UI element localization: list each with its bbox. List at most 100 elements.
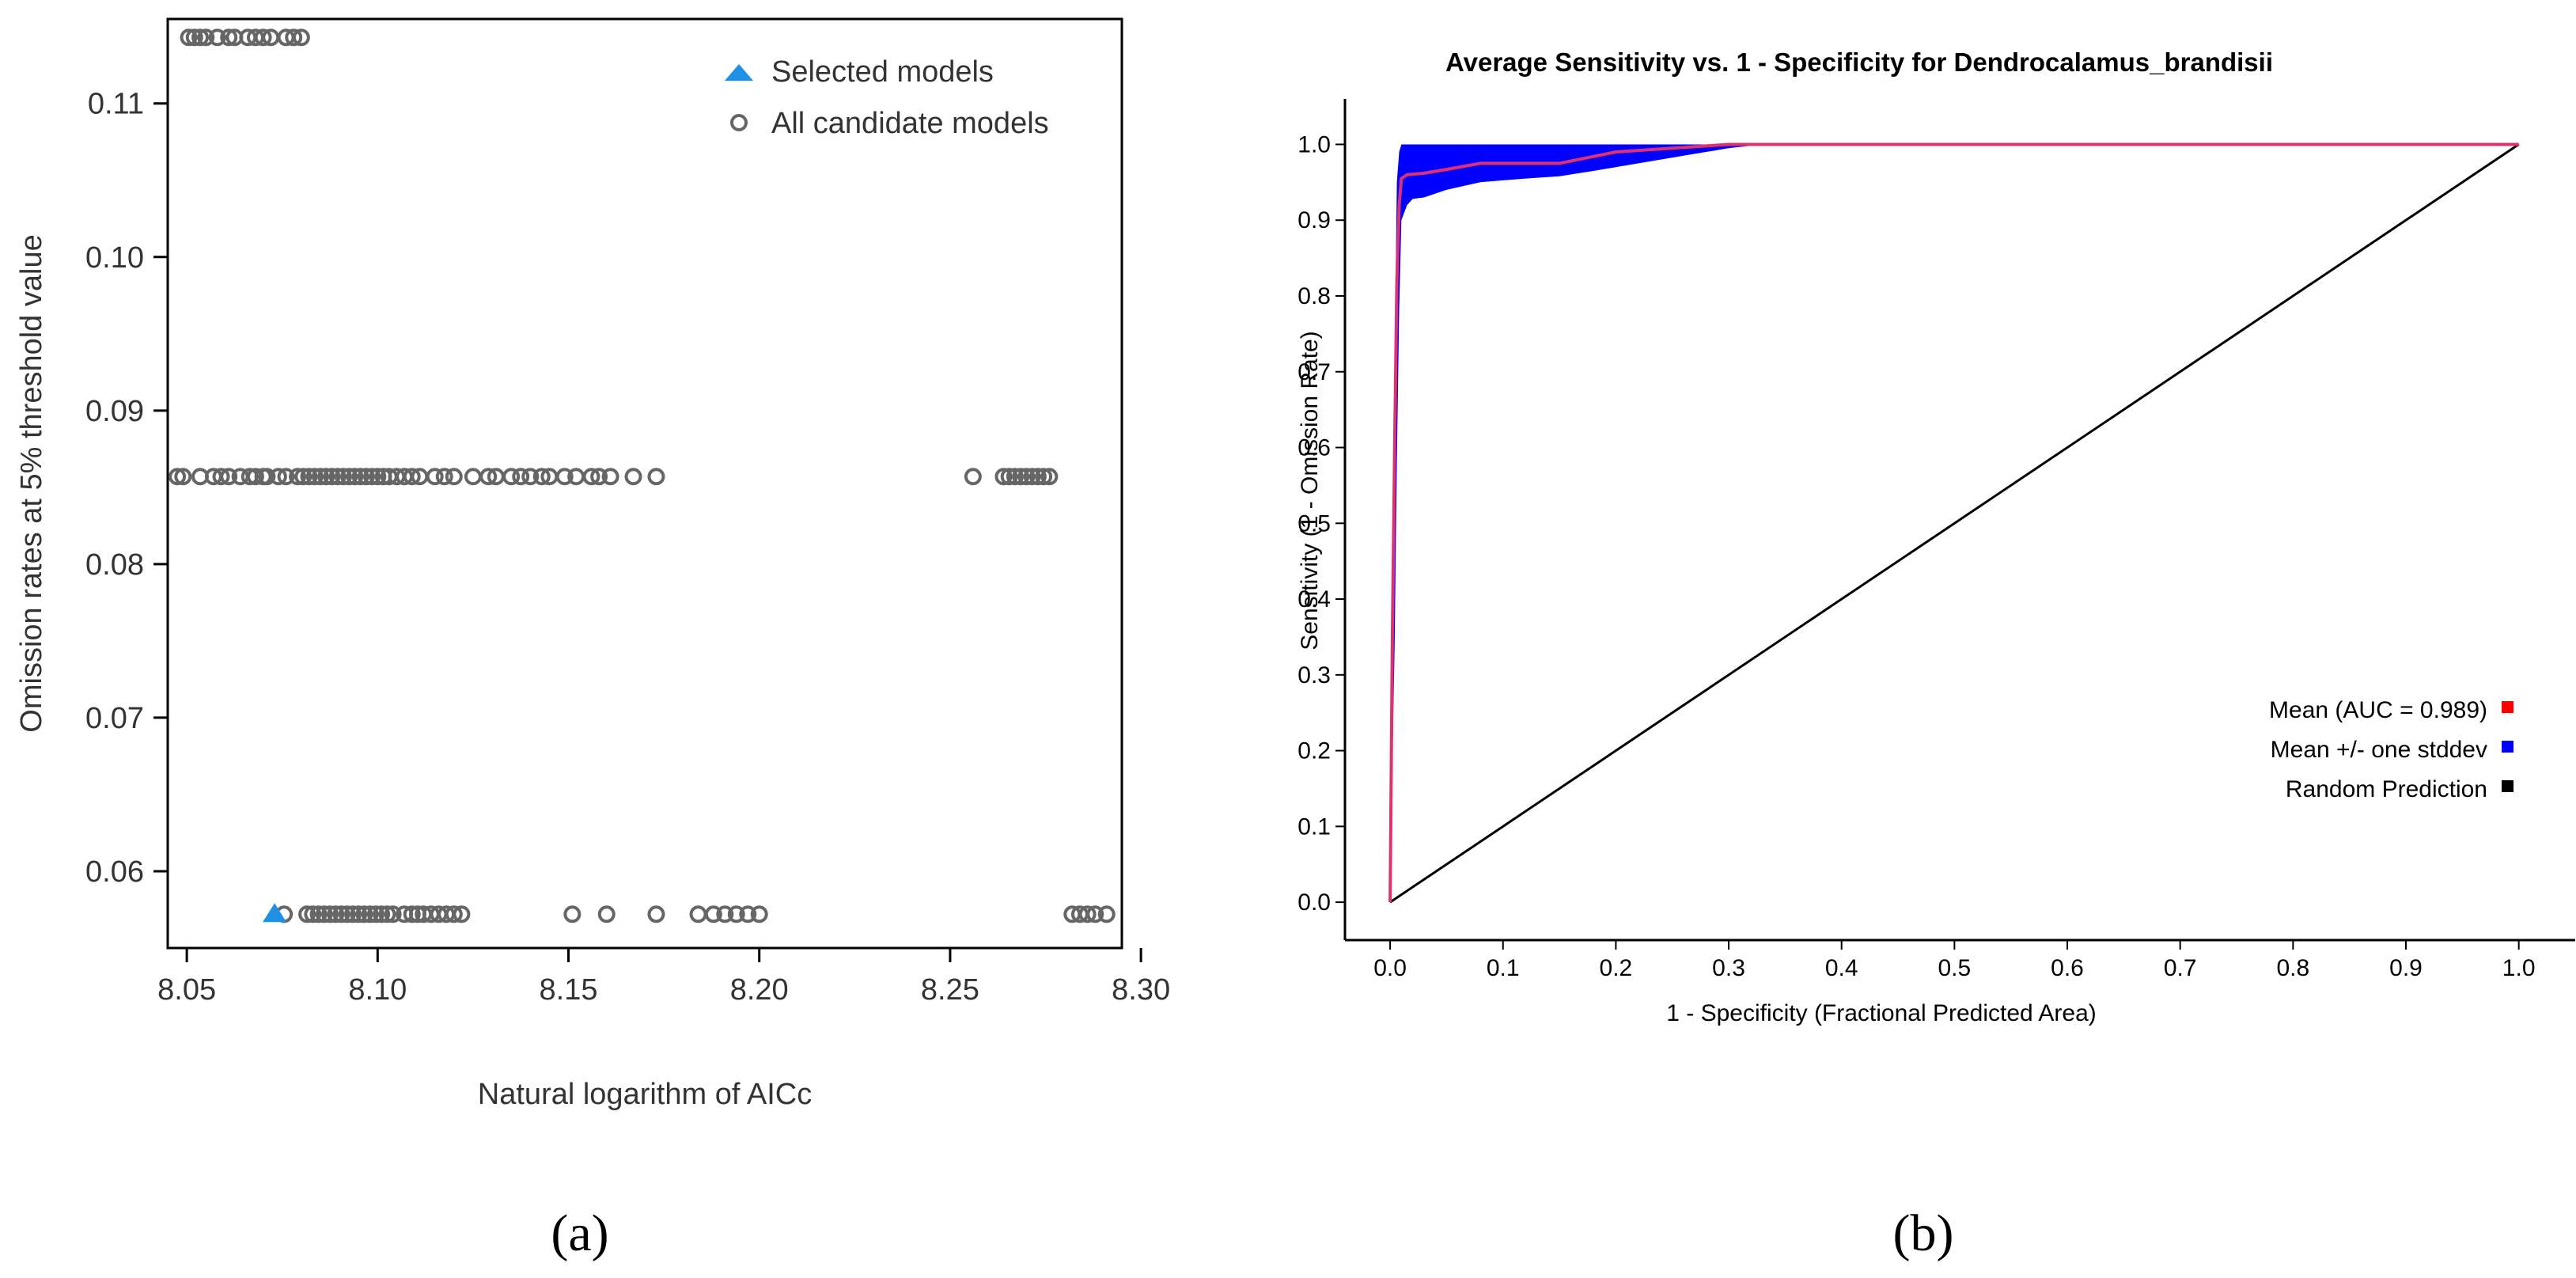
plot-b-title: Average Sensitivity vs. 1 - Specificity … xyxy=(1445,47,2273,77)
mean-roc-line xyxy=(1388,142,2519,903)
candidate-model-point xyxy=(378,905,396,923)
panel-a-scatter-chart: 8.05 8.10 8.15 8.20 8.25 8.30 0.060.070.080.0… xyxy=(15,17,1170,1262)
candidate-model-point xyxy=(1006,468,1024,486)
x-tick-label: 0.4 xyxy=(1825,955,1858,981)
y-tick-label: 0.3 xyxy=(1297,662,1331,688)
x-tick-label: 8.30 xyxy=(1112,973,1170,1007)
candidate-model-point xyxy=(309,905,328,923)
candidate-model-point xyxy=(384,905,402,923)
candidate-model-point xyxy=(292,28,310,47)
y-tick-label: 1.0 xyxy=(1297,131,1331,157)
y-tick-label: 0.9 xyxy=(1297,207,1331,233)
candidate-model-point xyxy=(366,905,385,923)
candidate-model-point xyxy=(258,468,276,486)
x-tick-label: 0.6 xyxy=(2051,955,2084,981)
candidate-model-point xyxy=(464,468,482,486)
candidate-model-point xyxy=(435,468,453,486)
candidate-model-point xyxy=(355,905,373,923)
x-tick-label: 8.25 xyxy=(921,973,979,1007)
y-tick-label: 0.08 xyxy=(85,548,144,582)
candidate-model-point xyxy=(1035,468,1053,486)
plot-a-y-axis: 0.06 0.07 0.08 0.09 0.10 0.11 xyxy=(85,88,168,889)
candidate-model-point xyxy=(323,468,341,486)
legend-candidate-label: All candidate models xyxy=(771,107,1049,140)
candidate-model-point xyxy=(191,28,210,47)
legend-stddev-label: Mean +/- one stddev xyxy=(2271,737,2487,763)
candidate-model-point xyxy=(590,468,608,486)
candidate-model-point xyxy=(624,468,642,486)
candidate-model-point xyxy=(1029,468,1047,486)
legend-candidate-marker xyxy=(730,114,748,131)
plot-b-y-axis: 0.0 0.1 0.2 0.3 0.4 0.5 0.6 0.7 0.8 0.9 1.0 xyxy=(1297,131,1345,916)
candidate-model-point xyxy=(285,28,303,47)
y-tick-label: 0.06 xyxy=(85,855,144,889)
candidate-model-point xyxy=(403,905,421,923)
plot-b-lines xyxy=(1388,142,2520,904)
candidate-model-point xyxy=(964,468,982,486)
candidate-model-point xyxy=(1000,468,1018,486)
y-tick-label: 0.11 xyxy=(88,88,144,121)
candidate-model-point xyxy=(246,468,264,486)
candidate-model-point xyxy=(169,468,187,486)
x-tick-label: 0.5 xyxy=(1938,955,1972,981)
plot-a-points xyxy=(169,28,1116,923)
candidate-model-point xyxy=(350,905,368,923)
candidate-model-point xyxy=(445,468,463,486)
candidate-model-point xyxy=(1078,905,1097,923)
y-tick-label: 0.07 xyxy=(85,702,144,735)
candidate-model-point xyxy=(220,28,238,47)
x-tick-label: 8.20 xyxy=(730,973,789,1007)
candidate-model-point xyxy=(716,905,734,923)
x-tick-label: 0.9 xyxy=(2389,955,2423,981)
candidate-model-point xyxy=(521,468,540,486)
y-tick-label: 0.2 xyxy=(1297,738,1331,764)
candidate-model-point xyxy=(601,468,619,486)
candidate-model-point xyxy=(174,468,192,486)
selected-model-point xyxy=(263,903,287,923)
x-tick-label: 8.15 xyxy=(540,973,598,1007)
candidate-model-point xyxy=(361,905,379,923)
candidate-model-point xyxy=(338,905,356,923)
legend-selected-label: Selected models xyxy=(771,55,994,89)
candidate-model-point xyxy=(750,905,768,923)
candidate-model-point xyxy=(197,28,215,47)
candidate-model-point xyxy=(298,905,316,923)
candidate-model-point xyxy=(647,468,665,486)
y-tick-label: 0.09 xyxy=(85,395,144,428)
plot-a-x-label: Natural logarithm of AICc xyxy=(478,1078,812,1111)
candidate-model-point xyxy=(373,905,391,923)
candidate-model-point xyxy=(269,468,287,486)
plot-b-x-axis: 0.0 0.1 0.2 0.3 0.4 0.5 0.6 0.7 0.8 0.9 1.0 xyxy=(1373,940,2536,981)
candidate-model-point xyxy=(1012,468,1030,486)
candidate-model-point xyxy=(357,468,375,486)
panel-label-b: (b) xyxy=(1893,1204,1954,1262)
x-tick-label: 0.0 xyxy=(1373,955,1407,981)
x-tick-label: 1.0 xyxy=(2502,955,2536,981)
plot-b-x-label: 1 - Specificity (Fractional Predicted Ar… xyxy=(1666,1000,2097,1026)
x-tick-label: 0.8 xyxy=(2276,955,2309,981)
candidate-model-point xyxy=(294,468,313,486)
candidate-model-point xyxy=(208,28,226,47)
candidate-model-point xyxy=(532,468,551,486)
candidate-model-point xyxy=(328,468,347,486)
y-tick-label: 0.10 xyxy=(85,241,144,275)
candidate-model-point xyxy=(289,468,307,486)
legend-selected-marker xyxy=(725,64,753,81)
candidate-model-point xyxy=(254,28,272,47)
candidate-model-point xyxy=(300,468,318,486)
candidate-model-point xyxy=(739,905,757,923)
candidate-model-point xyxy=(689,905,707,923)
candidate-model-point xyxy=(445,905,463,923)
x-tick-label: 8.10 xyxy=(348,973,407,1007)
candidate-model-point xyxy=(327,905,345,923)
candidate-model-point xyxy=(332,905,350,923)
x-tick-label: 0.2 xyxy=(1600,955,1633,981)
panel-b-roc-chart: Average Sensitivity vs. 1 - Specificity … xyxy=(1297,47,2575,1262)
candidate-model-point xyxy=(220,468,238,486)
candidate-model-point xyxy=(185,28,203,47)
plot-a-frame xyxy=(166,17,1123,950)
y-tick-label: 0.4 xyxy=(1297,586,1331,612)
candidate-model-point xyxy=(277,468,295,486)
legend-stddev-swatch xyxy=(2502,741,2513,753)
